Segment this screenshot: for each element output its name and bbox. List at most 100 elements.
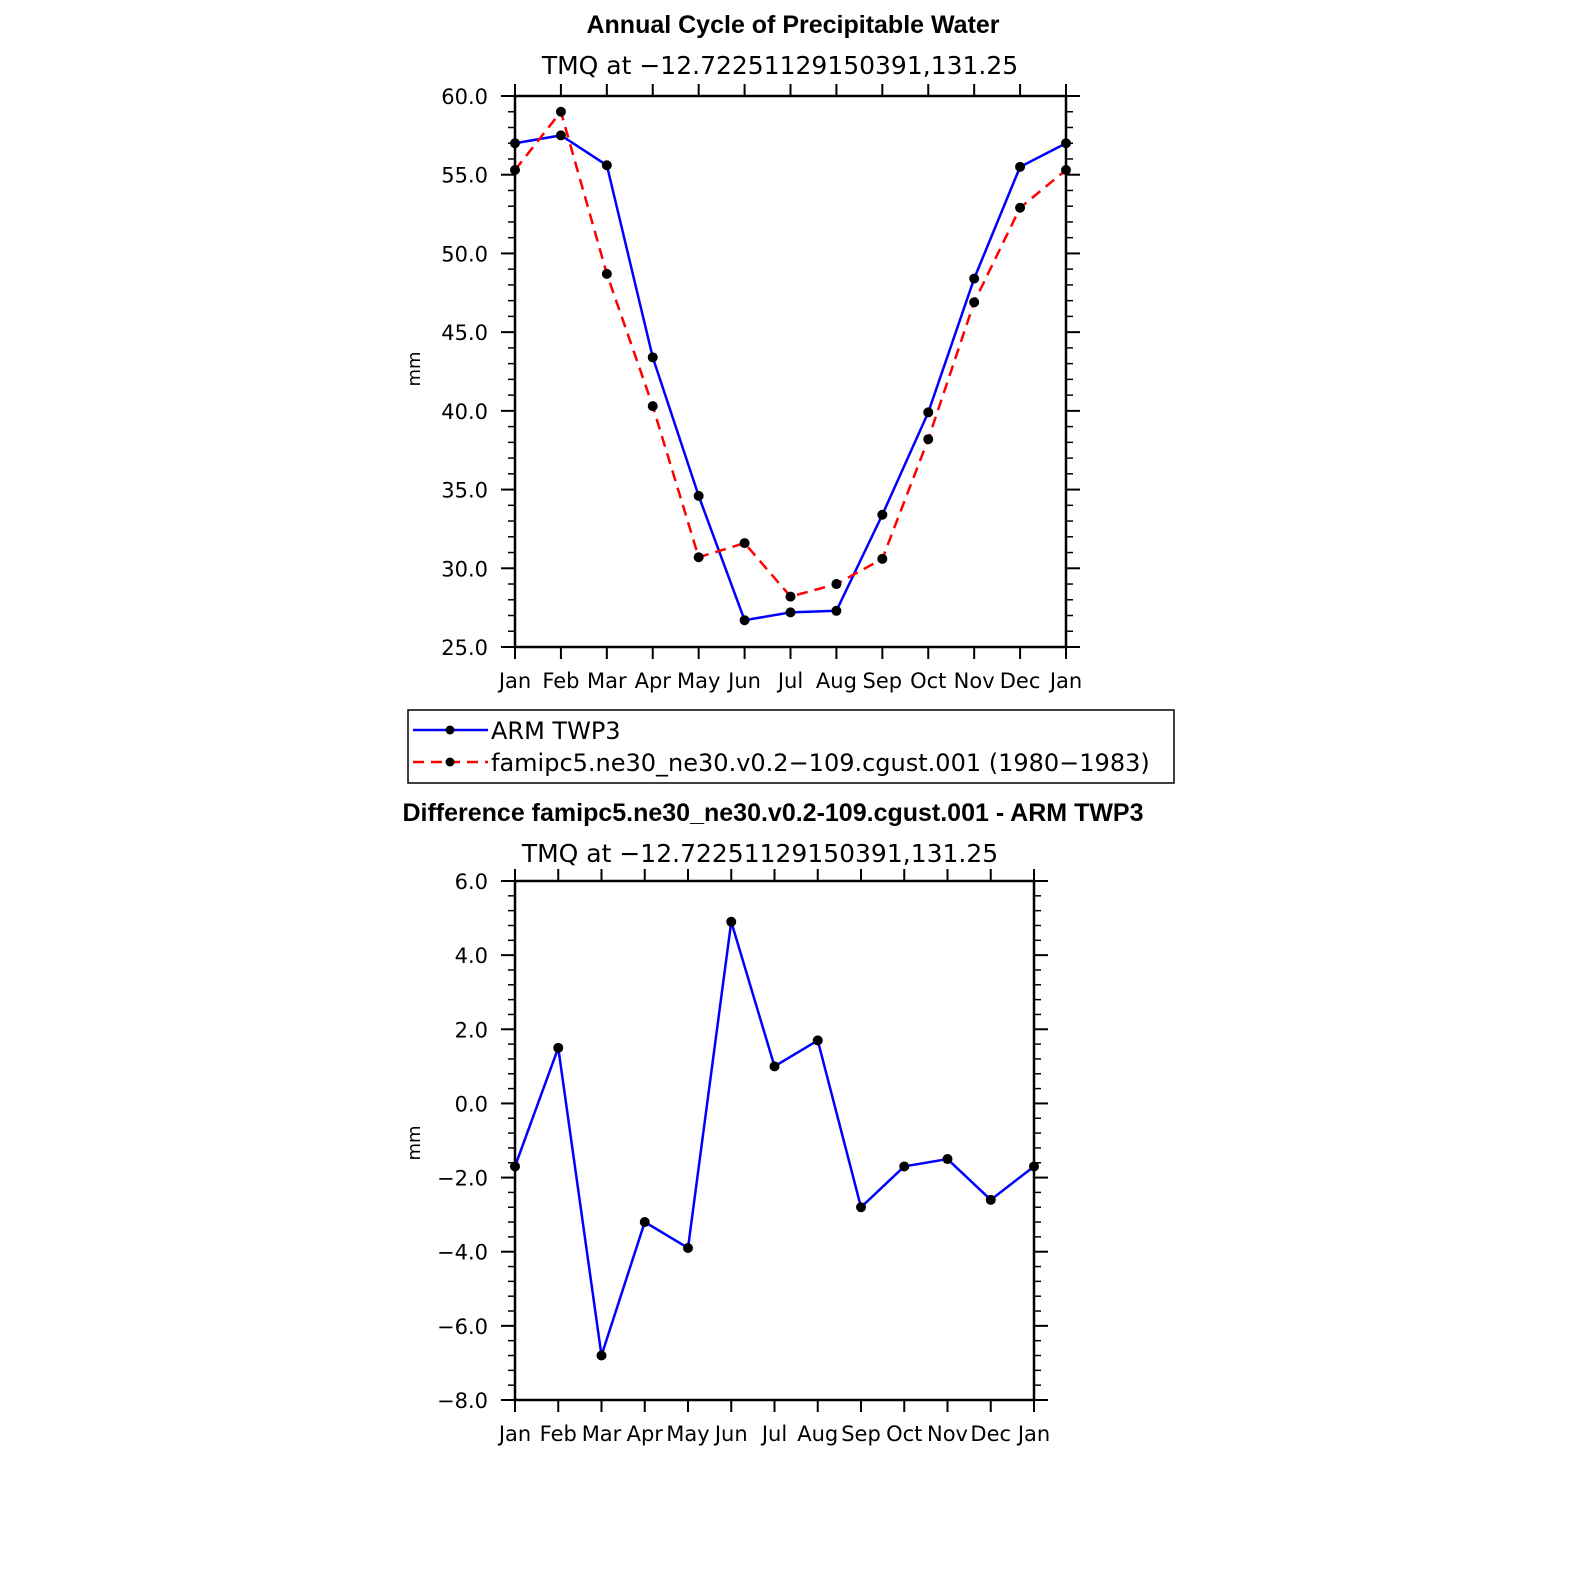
- difference-chart: Difference famipc5.ne30_ne30.v0.2-109.cg…: [402, 799, 1143, 1446]
- annual-series-1-point: [647, 401, 658, 412]
- annual-x-tick-label: Feb: [542, 669, 579, 693]
- diff-series-0-point: [683, 1243, 693, 1254]
- annual-series-0-point: [555, 130, 566, 141]
- annual-x-tick-label: Jun: [726, 669, 761, 693]
- diff-y-tick-label: 6.0: [455, 870, 488, 894]
- diff-series-0-point: [726, 916, 737, 927]
- diff-y-tick-label: −6.0: [437, 1315, 488, 1339]
- annual-y-tick-label: 25.0: [441, 636, 488, 660]
- annual-x-tick-label: Oct: [910, 669, 946, 693]
- annual-series-1-point: [1061, 164, 1071, 175]
- annual-series-0-point: [693, 490, 704, 501]
- annual-series-0-point: [831, 605, 842, 616]
- annual-x-tick-label: Apr: [635, 669, 672, 693]
- annual-cycle-chart: Annual Cycle of Precipitable Water TMQ a…: [404, 11, 1175, 784]
- difference-ylabel: mm: [404, 1125, 425, 1160]
- annual-series-1-point: [510, 164, 520, 175]
- annual-x-tick-label: Mar: [587, 669, 627, 693]
- annual-y-tick-label: 60.0: [441, 85, 488, 109]
- annual-y-tick-label: 45.0: [441, 321, 488, 345]
- annual-plot-frame: [513, 94, 1068, 649]
- annual-y-tick-label: 30.0: [441, 557, 488, 581]
- diff-series-0-point: [812, 1035, 823, 1046]
- diff-x-tick-label: Jul: [760, 1422, 787, 1446]
- annual-x-tick-label: Nov: [954, 669, 995, 693]
- difference-title: Difference famipc5.ne30_ne30.v0.2-109.cg…: [402, 799, 1143, 827]
- annual-series-1-point: [923, 434, 934, 445]
- annual-series-1-point: [785, 591, 796, 602]
- annual-series-0-point: [785, 607, 796, 618]
- annual-x-tick-label: Aug: [816, 669, 857, 693]
- diff-x-tick-label: Aug: [797, 1422, 838, 1446]
- diff-series-0-line: [513, 921, 1035, 1356]
- annual-cycle-title: Annual Cycle of Precipitable Water: [586, 11, 999, 39]
- annual-series-0-point: [647, 352, 658, 363]
- difference-subtitle: TMQ at −12.72251129150391,131.25: [521, 839, 998, 868]
- diff-x-tick-label: Oct: [886, 1422, 922, 1446]
- annual-series-0-point: [1061, 138, 1071, 149]
- annual-series-1-point: [739, 538, 750, 549]
- diff-y-tick-label: −8.0: [437, 1389, 488, 1413]
- diff-plot-frame: [513, 879, 1036, 1402]
- diff-series-0-point: [899, 1161, 910, 1172]
- diff-x-tick-label: Dec: [970, 1422, 1011, 1446]
- annual-y-tick-label: 40.0: [441, 400, 488, 424]
- annual-x-tick-label: May: [677, 669, 720, 693]
- annual-x-tick-label: Jan: [1048, 669, 1082, 693]
- annual-series-0-point: [601, 160, 612, 171]
- annual-series-1-point: [831, 579, 842, 590]
- annual-series-0-point: [510, 138, 520, 149]
- diff-y-tick-label: −4.0: [437, 1241, 488, 1265]
- diff-series-0-point: [769, 1061, 780, 1072]
- annual-cycle-ylabel: mm: [404, 351, 425, 386]
- diff-x-tick-label: Mar: [582, 1422, 622, 1446]
- legend-box: [407, 709, 1175, 784]
- annual-x-tick-label: Jul: [776, 669, 803, 693]
- diff-series-0-point: [856, 1202, 866, 1213]
- diff-y-tick-label: 2.0: [455, 1018, 488, 1042]
- legend-marker-model: [445, 757, 455, 767]
- annual-cycle-plot-area: Jan Feb Mar Apr May Jun Jul Aug Sep Oct Nov Dec Jan 2…: [441, 84, 1082, 693]
- annual-y-tick-label: 55.0: [441, 164, 488, 188]
- legend: ARM TWP3 famipc5.ne30_ne30.v0.2−109.cgus…: [407, 709, 1175, 784]
- annual-series-0-point: [877, 509, 888, 520]
- annual-series-1-point: [555, 106, 566, 117]
- diff-series-0-point: [553, 1042, 564, 1053]
- diff-x-tick-label: Nov: [927, 1422, 968, 1446]
- diff-series-0-point: [1029, 1161, 1039, 1172]
- annual-cycle-subtitle: TMQ at −12.72251129150391,131.25: [541, 51, 1018, 80]
- annual-series-1-point: [1015, 202, 1026, 213]
- annual-series-1-point: [693, 552, 704, 563]
- diff-x-tick-label: Jun: [713, 1422, 748, 1446]
- annual-series-1-line: [514, 109, 1067, 599]
- diff-series-0-point: [985, 1194, 996, 1205]
- annual-x-tick-label: Jan: [497, 669, 531, 693]
- diff-x-tick-label: Sep: [841, 1422, 881, 1446]
- diff-series-0-point: [596, 1350, 607, 1361]
- diff-x-tick-label: Jan: [497, 1422, 531, 1446]
- annual-y-tick-label: 35.0: [441, 479, 488, 503]
- legend-label-model: famipc5.ne30_ne30.v0.2−109.cgust.001 (19…: [491, 749, 1150, 777]
- annual-series-0-point: [923, 407, 934, 418]
- annual-series-0-line: [514, 134, 1067, 622]
- diff-x-tick-label: May: [666, 1422, 709, 1446]
- diff-series-0-point: [639, 1217, 650, 1228]
- annual-series-0-point: [1015, 161, 1026, 172]
- annual-y-tick-label: 50.0: [441, 242, 488, 266]
- annual-x-tick-label: Dec: [1000, 669, 1041, 693]
- annual-series-0-point: [739, 615, 750, 626]
- diff-x-tick-label: Apr: [627, 1422, 664, 1446]
- diff-y-tick-label: −2.0: [437, 1167, 488, 1191]
- diff-x-tick-label: Jan: [1016, 1422, 1050, 1446]
- diff-series-0-point: [942, 1154, 953, 1165]
- annual-series-1-point: [969, 297, 980, 308]
- legend-label-arm: ARM TWP3: [491, 717, 621, 745]
- legend-marker-arm: [445, 725, 455, 735]
- annual-series-0-point: [969, 273, 980, 284]
- diff-series-0-point: [510, 1161, 520, 1172]
- diff-x-tick-label: Feb: [540, 1422, 577, 1446]
- diff-y-tick-label: 0.0: [455, 1092, 488, 1116]
- annual-series-1-point: [601, 268, 612, 279]
- annual-series-1-point: [877, 553, 888, 564]
